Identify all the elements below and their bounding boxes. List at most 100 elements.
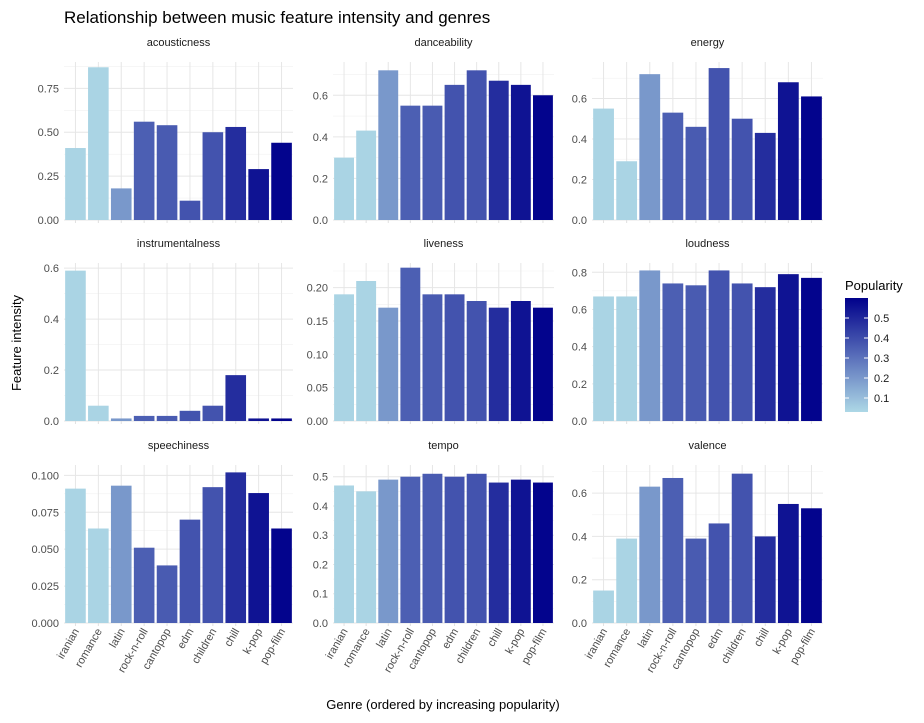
y-tick-label: 0.2	[572, 575, 587, 587]
y-tick-label: 0.25	[38, 171, 59, 183]
bar	[378, 479, 399, 623]
y-tick-label: 0.025	[31, 581, 59, 593]
bar	[422, 105, 443, 220]
bar	[248, 169, 269, 220]
y-tick-label: 0.10	[307, 349, 328, 361]
bar	[271, 418, 292, 421]
bar	[378, 307, 399, 421]
facet-label: speechiness	[148, 440, 210, 452]
bar	[708, 270, 730, 421]
y-tick-label: 0.050	[31, 544, 59, 556]
bar	[639, 270, 661, 421]
x-tick-label: edm	[705, 627, 726, 652]
bar	[533, 307, 553, 421]
bar	[510, 479, 531, 623]
bar	[202, 132, 224, 220]
y-tick-label: 0.2	[44, 365, 59, 377]
y-tick-label: 0.0	[572, 215, 587, 227]
y-tick-label: 0.2	[313, 173, 328, 185]
y-tick-label: 0.4	[44, 314, 59, 326]
bar	[65, 270, 86, 421]
bar	[202, 487, 224, 623]
bar	[88, 67, 109, 221]
bar	[593, 296, 614, 421]
bar	[731, 118, 753, 220]
x-tick-label: edm	[175, 627, 196, 652]
facet-label: loudness	[685, 238, 730, 250]
y-tick-label: 0.6	[572, 488, 587, 500]
y-tick-label: 0.2	[572, 174, 587, 186]
bar	[708, 523, 730, 623]
bar	[510, 84, 531, 220]
bar	[422, 473, 443, 623]
y-axis-title: Feature intensity	[9, 294, 24, 391]
bar	[179, 410, 201, 421]
x-tick-label: k-pop	[241, 627, 265, 657]
bar	[444, 84, 465, 220]
bar	[65, 148, 86, 220]
x-tick-label: k-pop	[771, 627, 795, 657]
x-tick-label: latin	[107, 627, 127, 650]
y-tick-label: 0.0	[44, 416, 59, 428]
x-tick-label: chill	[222, 627, 242, 649]
bar	[488, 307, 509, 421]
bar	[271, 528, 292, 623]
y-tick-label: 0.2	[313, 559, 328, 571]
bar	[777, 503, 799, 623]
legend-tick-label: 0.5	[874, 313, 889, 325]
y-tick-label: 0.0	[313, 215, 328, 227]
bar	[488, 482, 509, 623]
y-tick-label: 0.6	[44, 263, 59, 275]
facet-label: danceability	[414, 37, 473, 49]
bar	[334, 485, 354, 623]
y-tick-label: 0.0	[313, 618, 328, 630]
bar	[533, 482, 553, 623]
facet-label: instrumentalness	[137, 238, 221, 250]
legend-tick-label: 0.3	[874, 353, 889, 365]
y-tick-label: 0.0	[572, 416, 587, 428]
x-tick-label: chill	[485, 627, 505, 649]
bar	[225, 126, 247, 220]
y-tick-label: 0.4	[572, 134, 587, 146]
bar	[271, 142, 292, 220]
y-tick-label: 0.0	[572, 618, 587, 630]
bar	[156, 415, 178, 421]
y-tick-label: 0.100	[31, 470, 59, 482]
facet-label: acousticness	[147, 37, 211, 49]
bar	[801, 96, 822, 220]
facet-label: valence	[689, 440, 727, 452]
x-axis-title: Genre (ordered by increasing popularity)	[326, 697, 559, 712]
bar	[400, 476, 421, 623]
bar	[110, 485, 132, 623]
bar	[777, 82, 799, 220]
y-tick-label: 0.6	[572, 304, 587, 316]
bar	[444, 476, 465, 623]
bar	[754, 132, 776, 220]
bar	[133, 121, 155, 220]
bar	[378, 70, 399, 220]
y-tick-label: 0.4	[572, 342, 587, 354]
bar	[334, 157, 354, 220]
legend-tick-label: 0.4	[874, 333, 889, 345]
y-tick-label: 0.20	[307, 283, 328, 295]
legend-tick-label: 0.2	[874, 373, 889, 385]
y-tick-label: 0.075	[31, 507, 59, 519]
y-tick-label: 0.000	[31, 618, 59, 630]
bar	[356, 130, 377, 220]
y-tick-label: 0.1	[313, 589, 328, 601]
x-tick-label: chill	[752, 627, 772, 649]
y-tick-label: 0.05	[307, 383, 328, 395]
bar	[639, 74, 661, 221]
bar	[156, 565, 178, 623]
bar	[731, 283, 753, 421]
y-tick-label: 0.3	[313, 530, 328, 542]
bar	[65, 488, 86, 623]
bar	[422, 294, 443, 421]
bar	[466, 473, 487, 623]
facet-label: energy	[691, 37, 725, 49]
bar	[156, 125, 178, 220]
bar	[356, 281, 377, 421]
bar	[754, 536, 776, 623]
